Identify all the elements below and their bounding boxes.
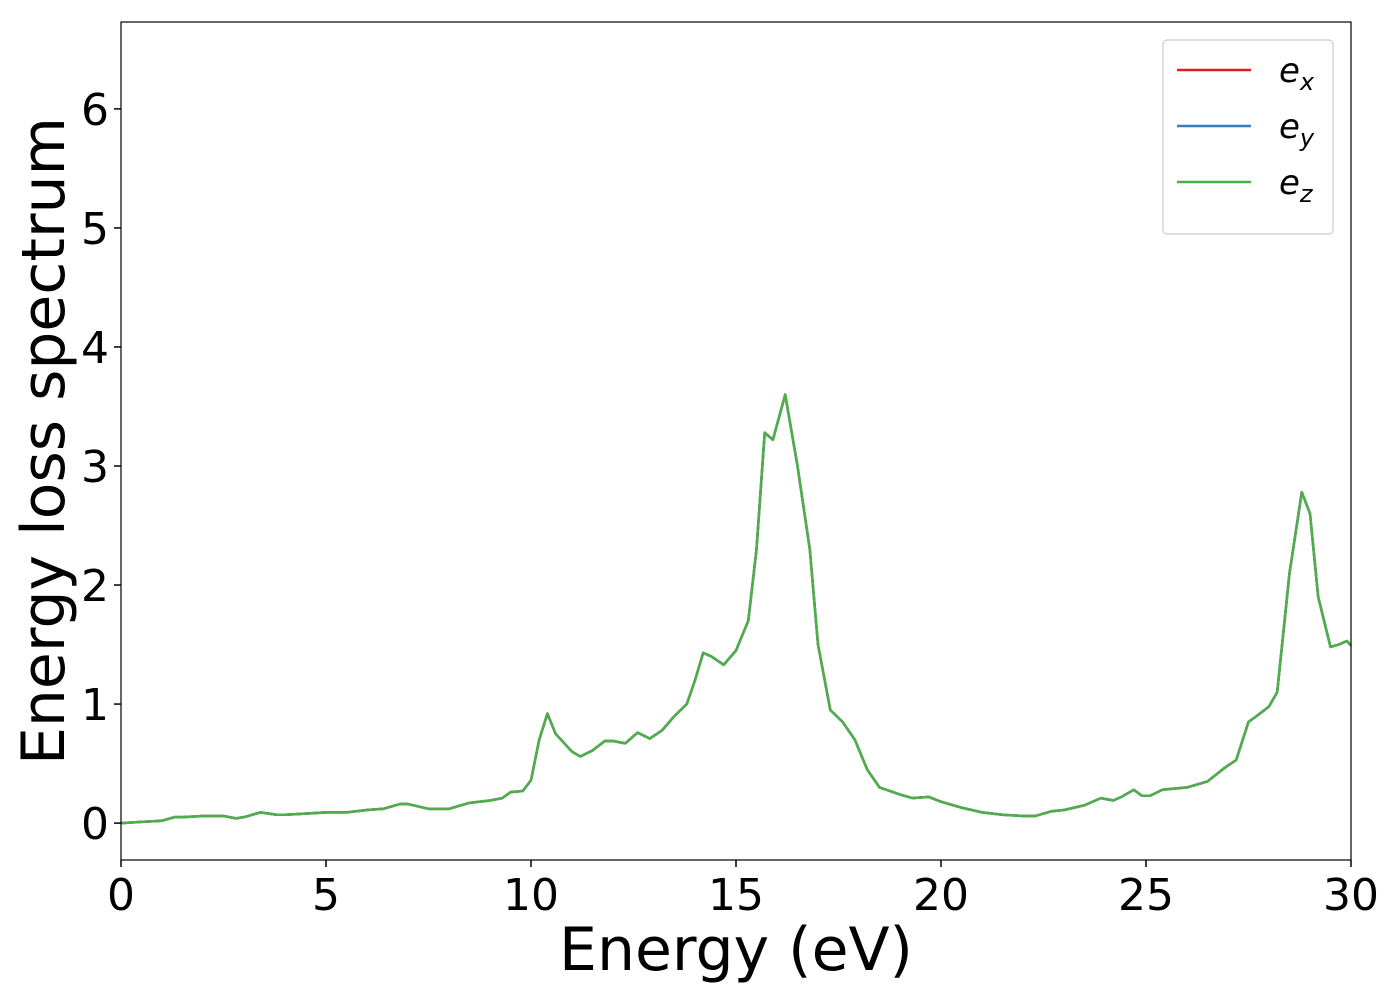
series-line [120, 393, 1352, 825]
y-tick-label: 3 [81, 442, 109, 493]
legend-label: ey [1279, 107, 1315, 152]
x-tick-label: 25 [1118, 870, 1174, 921]
x-tick-label: 15 [708, 870, 764, 921]
x-tick-label: 10 [503, 870, 559, 921]
x-tick-label: 30 [1323, 870, 1379, 921]
legend-box [1162, 39, 1334, 235]
x-axis-label: Energy (eV) [559, 915, 913, 985]
y-tick-label: 6 [81, 85, 109, 136]
plot-frame [120, 21, 1352, 861]
y-tick-label: 4 [81, 323, 109, 374]
y-tick-label: 2 [81, 561, 109, 612]
x-tick-label: 5 [312, 870, 340, 921]
x-tick-label: 0 [107, 870, 135, 921]
y-tick-label: 5 [81, 204, 109, 255]
x-tick-label: 20 [913, 870, 969, 921]
series-line [120, 393, 1352, 825]
legend-label: ex [1279, 51, 1315, 96]
y-tick-label: 0 [81, 799, 109, 850]
legend-label: ez [1279, 163, 1314, 208]
y-tick-label: 1 [81, 680, 109, 731]
series-line [120, 393, 1352, 825]
y-axis-label: Energy loss spectrum [9, 117, 79, 765]
